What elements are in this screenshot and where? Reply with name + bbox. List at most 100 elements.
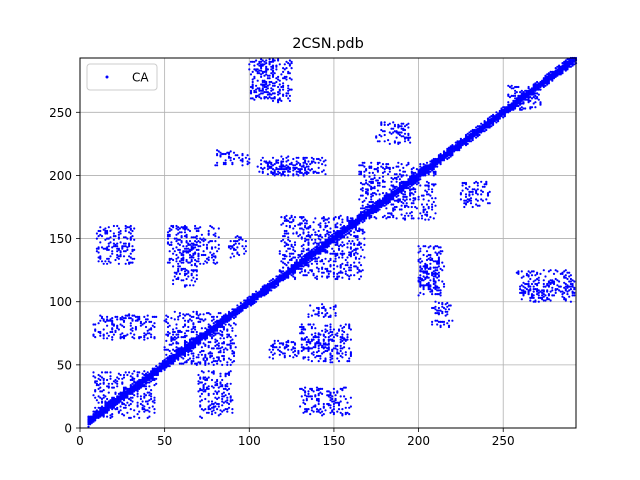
contact-point [410,170,413,173]
contact-point [199,377,202,380]
contact-point [122,319,126,322]
contact-point [177,256,180,259]
contact-point [109,229,112,233]
contact-point [199,395,202,398]
contact-point [117,328,120,331]
contact-point [226,410,229,413]
contact-point [348,413,351,416]
contact-point [476,204,479,207]
contact-point [434,260,437,263]
contact-point [471,205,474,209]
contact-point [153,408,156,411]
contact-point [392,131,395,134]
contact-point [226,329,229,332]
contact-point [419,282,422,286]
contact-point [361,187,364,190]
contact-point [319,408,322,411]
contact-point [314,241,317,244]
contact-point [353,252,356,255]
contact-point [107,319,110,322]
contact-point [326,402,329,406]
contact-point [304,166,307,169]
contact-point [229,342,232,345]
contact-point [425,264,429,267]
contact-point [216,402,219,406]
contact-point [194,251,197,254]
contact-point [368,175,371,178]
contact-point [194,325,197,329]
contact-point [205,243,209,246]
contact-point [387,163,390,166]
contact-point [195,356,198,359]
contact-point [309,260,312,263]
contact-point [344,323,347,326]
contact-point [344,264,347,267]
contact-point [227,334,231,337]
contact-point [373,202,376,205]
contact-point [402,180,405,183]
contact-point [287,344,290,347]
contact-point [305,252,308,255]
contact-point [97,416,100,419]
contact-point [172,258,175,262]
contact-point [280,163,283,166]
contact-point [207,405,210,408]
contact-point [402,122,405,125]
contact-point [422,270,425,273]
contact-point [437,275,440,278]
contact-point [153,336,156,339]
contact-point [99,382,102,385]
contact-point [414,190,417,193]
contact-point [128,387,131,390]
contact-point [300,387,303,390]
contact-point [392,166,395,169]
contact-point [129,317,132,320]
contact-point [361,232,364,235]
contact-point [317,171,320,174]
contact-point [431,290,434,293]
contact-point [205,257,209,260]
contact-point [204,260,207,263]
contact-point [383,170,386,173]
contact-point [114,243,117,246]
contact-point [569,65,573,68]
contact-point [432,217,435,220]
contact-point [436,253,439,257]
contact-point [168,229,171,233]
contact-point [194,224,197,228]
contact-point [329,330,332,334]
contact-point [112,324,115,327]
contact-point [282,235,285,238]
contact-point [153,325,156,329]
contact-point [334,232,337,235]
contact-point [121,401,124,404]
contact-point [146,337,149,340]
contact-point [447,156,451,159]
contact-point [111,322,114,325]
contact-point [331,354,334,358]
contact-point [185,269,188,272]
contact-point [359,170,363,173]
contact-point [417,217,420,220]
contact-point [319,411,322,414]
contact-point [172,348,175,351]
contact-point [495,121,498,124]
contact-point [336,410,339,413]
contact-point [214,384,217,387]
contact-point [141,323,144,326]
contact-point [293,224,297,228]
contact-point [89,415,92,418]
contact-point [221,333,224,336]
contact-point [224,394,227,397]
contact-point [329,325,332,329]
contact-point [292,356,295,359]
contact-point [392,185,395,188]
contact-point [312,390,315,393]
contact-point [502,106,505,109]
contact-point [434,212,437,215]
contact-point [133,314,136,317]
contact-point [471,193,474,196]
contact-point [407,133,410,137]
contact-point [434,293,437,296]
contact-point [304,328,307,331]
